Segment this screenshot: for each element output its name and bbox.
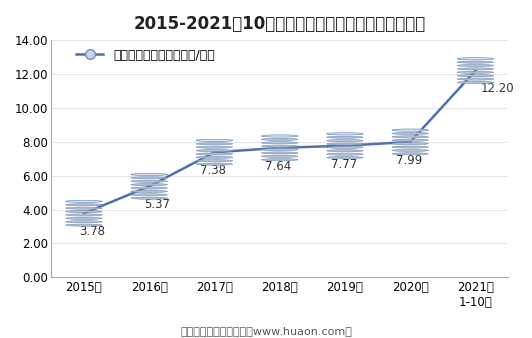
Ellipse shape <box>131 197 168 199</box>
Text: 7.99: 7.99 <box>396 154 422 167</box>
Ellipse shape <box>457 65 494 67</box>
Text: 5.37: 5.37 <box>144 198 170 211</box>
Ellipse shape <box>196 160 232 162</box>
Ellipse shape <box>261 142 298 144</box>
Ellipse shape <box>392 143 428 145</box>
Ellipse shape <box>327 156 363 159</box>
Ellipse shape <box>196 139 232 142</box>
Ellipse shape <box>327 146 363 148</box>
Ellipse shape <box>261 145 298 147</box>
Ellipse shape <box>65 204 102 206</box>
Ellipse shape <box>261 138 298 141</box>
Ellipse shape <box>392 139 428 141</box>
Ellipse shape <box>392 149 428 151</box>
Ellipse shape <box>65 200 102 202</box>
Ellipse shape <box>457 71 494 73</box>
Ellipse shape <box>65 224 102 226</box>
Ellipse shape <box>457 58 494 60</box>
Ellipse shape <box>65 207 102 209</box>
Ellipse shape <box>131 173 168 175</box>
Ellipse shape <box>392 132 428 135</box>
Ellipse shape <box>392 129 428 131</box>
Ellipse shape <box>131 184 168 186</box>
Ellipse shape <box>65 211 102 213</box>
Ellipse shape <box>457 81 494 83</box>
Ellipse shape <box>196 153 232 155</box>
Ellipse shape <box>196 163 232 165</box>
Ellipse shape <box>65 214 102 216</box>
Ellipse shape <box>131 177 168 179</box>
Ellipse shape <box>392 153 428 155</box>
Ellipse shape <box>327 136 363 138</box>
Ellipse shape <box>392 136 428 138</box>
Legend: 焦煤期货成交均价（万元/手）: 焦煤期货成交均价（万元/手） <box>76 49 215 62</box>
Ellipse shape <box>131 190 168 193</box>
Ellipse shape <box>261 152 298 154</box>
Text: 7.77: 7.77 <box>330 158 357 171</box>
Title: 2015-2021年10月大连商品交易所焦煤期货成交均价: 2015-2021年10月大连商品交易所焦煤期货成交均价 <box>134 15 426 33</box>
Ellipse shape <box>457 78 494 80</box>
Ellipse shape <box>196 149 232 152</box>
Ellipse shape <box>261 135 298 137</box>
Ellipse shape <box>131 180 168 182</box>
Ellipse shape <box>261 148 298 151</box>
Ellipse shape <box>457 61 494 63</box>
Ellipse shape <box>327 153 363 155</box>
Ellipse shape <box>457 68 494 70</box>
Ellipse shape <box>196 146 232 148</box>
Ellipse shape <box>131 187 168 189</box>
Ellipse shape <box>196 143 232 145</box>
Ellipse shape <box>327 143 363 145</box>
Ellipse shape <box>457 75 494 77</box>
Ellipse shape <box>196 156 232 159</box>
Ellipse shape <box>261 159 298 161</box>
Ellipse shape <box>392 146 428 148</box>
Text: 3.78: 3.78 <box>79 225 105 238</box>
Ellipse shape <box>65 217 102 219</box>
Ellipse shape <box>65 221 102 223</box>
Ellipse shape <box>131 194 168 196</box>
Ellipse shape <box>327 140 363 142</box>
Ellipse shape <box>261 155 298 158</box>
Text: 7.38: 7.38 <box>200 164 226 177</box>
Text: 12.20: 12.20 <box>481 82 514 95</box>
Ellipse shape <box>327 150 363 152</box>
Text: 7.64: 7.64 <box>265 160 292 173</box>
Ellipse shape <box>327 133 363 135</box>
Text: 制图：华经产业研究院（www.huaon.com）: 制图：华经产业研究院（www.huaon.com） <box>180 326 352 336</box>
